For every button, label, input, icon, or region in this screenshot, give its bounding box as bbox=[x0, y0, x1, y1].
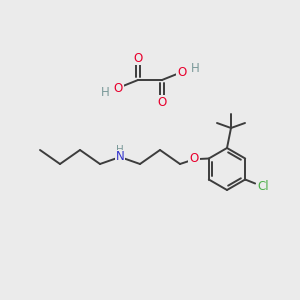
Text: H: H bbox=[190, 61, 200, 74]
Text: H: H bbox=[116, 145, 124, 155]
Text: O: O bbox=[177, 65, 187, 79]
Text: O: O bbox=[189, 152, 199, 166]
Text: O: O bbox=[158, 95, 166, 109]
Text: O: O bbox=[134, 52, 142, 64]
Text: H: H bbox=[100, 85, 109, 98]
Text: Cl: Cl bbox=[257, 180, 269, 193]
Text: O: O bbox=[113, 82, 123, 94]
Text: N: N bbox=[116, 151, 124, 164]
